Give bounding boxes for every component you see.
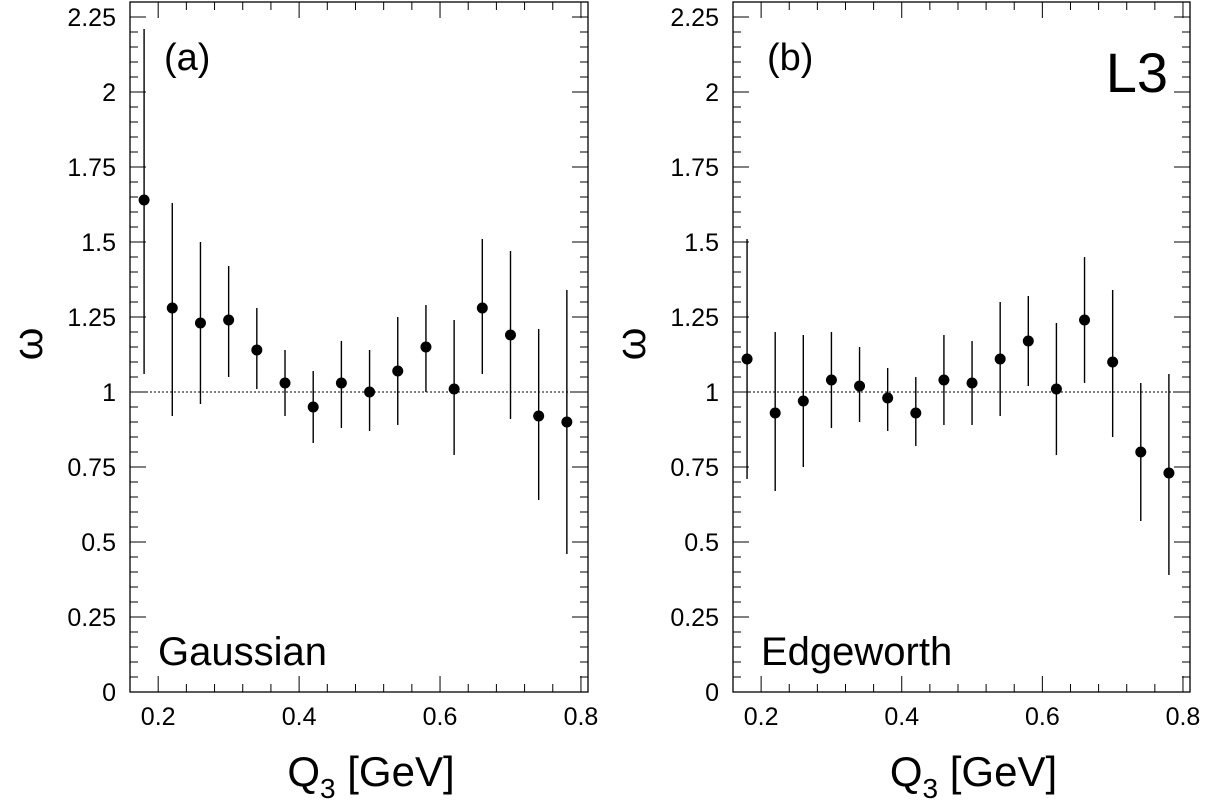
x-tick-label: 0.8 (1166, 703, 1201, 731)
y-tick-label: 1.5 (81, 229, 116, 257)
panel-b-y-ticks: 0 0.25 0.5 0.75 1 1.25 1.5 1.75 2 2.25 (670, 1, 1190, 707)
data-point (166, 302, 178, 314)
panel-b-tag: (b) (767, 37, 813, 79)
panel-a-y-ticks: 0 0.25 0.5 0.75 1 1.25 1.5 1.75 2 2.25 (67, 1, 588, 707)
y-tick-label: 2 (102, 79, 116, 107)
data-point (307, 401, 319, 413)
data-point (966, 377, 978, 389)
data-point (1163, 467, 1175, 479)
y-tick-label: 1.25 (67, 304, 116, 332)
x-tick-label: 0.4 (282, 703, 317, 731)
data-point (769, 407, 781, 419)
panel-b-x-axis-title-subscript: 3 (923, 773, 939, 802)
data-point (561, 416, 573, 428)
panel-a-x-axis-title-unit: [GeV] (336, 748, 455, 795)
panel-b-x-axis-title-main: Q (890, 748, 923, 795)
data-point (994, 353, 1006, 365)
data-point (1022, 335, 1034, 347)
x-tick-label: 0.6 (423, 703, 458, 731)
data-point (1135, 446, 1147, 458)
panel-b-x-axis-title: Q3 [GeV] (890, 748, 1057, 802)
data-point (504, 329, 516, 341)
panel-a-x-ticks: 0.2 0.4 0.6 0.8 (129, 2, 599, 731)
data-point (335, 377, 347, 389)
data-point (138, 194, 150, 206)
panel-a-data-points (138, 29, 573, 554)
x-tick-label: 0.8 (564, 703, 599, 731)
y-tick-label: 1.75 (67, 154, 116, 182)
panel-b-data-points (741, 239, 1175, 575)
data-point (1079, 314, 1091, 326)
data-point (251, 344, 263, 356)
data-point (1107, 356, 1119, 368)
data-point (420, 341, 432, 353)
panel-a-plot-frame (129, 1, 589, 693)
data-point (1050, 383, 1062, 395)
x-tick-label: 0.4 (884, 703, 919, 731)
data-point (938, 374, 950, 386)
x-tick-label: 0.6 (1025, 703, 1060, 731)
y-tick-label: 0.5 (81, 529, 116, 557)
y-tick-label: 1.75 (670, 154, 719, 182)
data-point (797, 395, 809, 407)
data-point (194, 317, 206, 329)
y-tick-label: 1.5 (684, 229, 719, 257)
panel-a-model-label: Gaussian (158, 630, 327, 674)
y-tick-label: 0 (705, 679, 719, 707)
x-tick-label: 0.2 (141, 703, 176, 731)
data-point (882, 392, 894, 404)
panel-a-x-axis-title: Q3 [GeV] (287, 748, 454, 802)
experiment-label: L3 (1106, 41, 1168, 104)
panel-b-y-axis-title: ω (607, 328, 654, 361)
panel-a-x-axis-title-main: Q (287, 748, 320, 795)
data-point (448, 383, 460, 395)
y-tick-label: 1.25 (670, 304, 719, 332)
y-tick-label: 0.25 (67, 604, 116, 632)
data-point (476, 302, 488, 314)
y-tick-label: 2.25 (670, 4, 719, 32)
y-tick-label: 0.25 (670, 604, 719, 632)
y-tick-label: 1 (705, 379, 719, 407)
data-point (825, 374, 837, 386)
y-tick-label: 0.75 (670, 454, 719, 482)
panel-b-plot-frame (732, 1, 1191, 693)
y-tick-label: 0.5 (684, 529, 719, 557)
data-point (533, 410, 545, 422)
y-tick-label: 2 (705, 79, 719, 107)
data-point (910, 407, 922, 419)
data-point (223, 314, 235, 326)
data-point (741, 353, 753, 365)
panel-b-x-axis-title-unit: [GeV] (938, 748, 1057, 795)
data-point (392, 365, 404, 377)
panel-a-tag: (a) (164, 37, 210, 79)
data-point (279, 377, 291, 389)
panel-a-x-axis-title-subscript: 3 (320, 773, 336, 802)
panel-a-y-axis-title: ω (4, 328, 51, 361)
panel-b-x-ticks: 0.2 0.4 0.6 0.8 (732, 2, 1201, 731)
data-point (364, 386, 376, 398)
panel-b-model-label: Edgeworth (761, 630, 952, 674)
x-tick-label: 0.2 (744, 703, 779, 731)
y-tick-label: 1 (102, 379, 116, 407)
y-tick-label: 2.25 (67, 4, 116, 32)
y-tick-label: 0 (102, 679, 116, 707)
y-tick-label: 0.75 (67, 454, 116, 482)
data-point (854, 380, 866, 392)
